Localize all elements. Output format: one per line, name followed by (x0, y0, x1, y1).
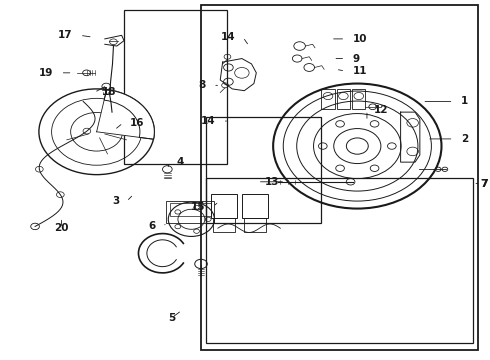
Text: 14: 14 (221, 32, 236, 42)
Text: 12: 12 (374, 105, 389, 115)
Text: 18: 18 (101, 87, 116, 98)
Bar (352, 89, 366, 109)
Text: 5: 5 (169, 312, 176, 323)
Bar (170, 203, 211, 216)
Bar (206, 117, 321, 223)
Text: 10: 10 (352, 34, 367, 44)
Bar (124, 10, 227, 164)
Text: 9: 9 (352, 54, 360, 64)
Text: 14: 14 (201, 116, 216, 126)
Bar (321, 89, 335, 109)
Bar (201, 5, 478, 350)
Wedge shape (97, 90, 154, 139)
Text: 8: 8 (198, 80, 206, 90)
Bar (211, 194, 237, 217)
Text: 3: 3 (112, 197, 119, 206)
Text: 13: 13 (265, 177, 279, 187)
Text: 11: 11 (352, 66, 367, 76)
Text: 19: 19 (39, 68, 53, 78)
Text: 20: 20 (54, 223, 69, 233)
Bar (337, 89, 350, 109)
Bar (245, 217, 266, 232)
Text: 6: 6 (148, 221, 155, 231)
Text: 17: 17 (58, 30, 73, 40)
Text: 2: 2 (461, 134, 468, 144)
Text: 7: 7 (481, 179, 488, 189)
Text: 1: 1 (461, 96, 468, 107)
Text: 16: 16 (130, 118, 145, 128)
Bar (213, 217, 235, 232)
Text: 7: 7 (481, 179, 488, 189)
Bar (206, 178, 473, 342)
Bar (242, 194, 269, 217)
Text: 4: 4 (177, 157, 184, 167)
Text: 15: 15 (191, 202, 206, 212)
Bar (167, 202, 215, 223)
